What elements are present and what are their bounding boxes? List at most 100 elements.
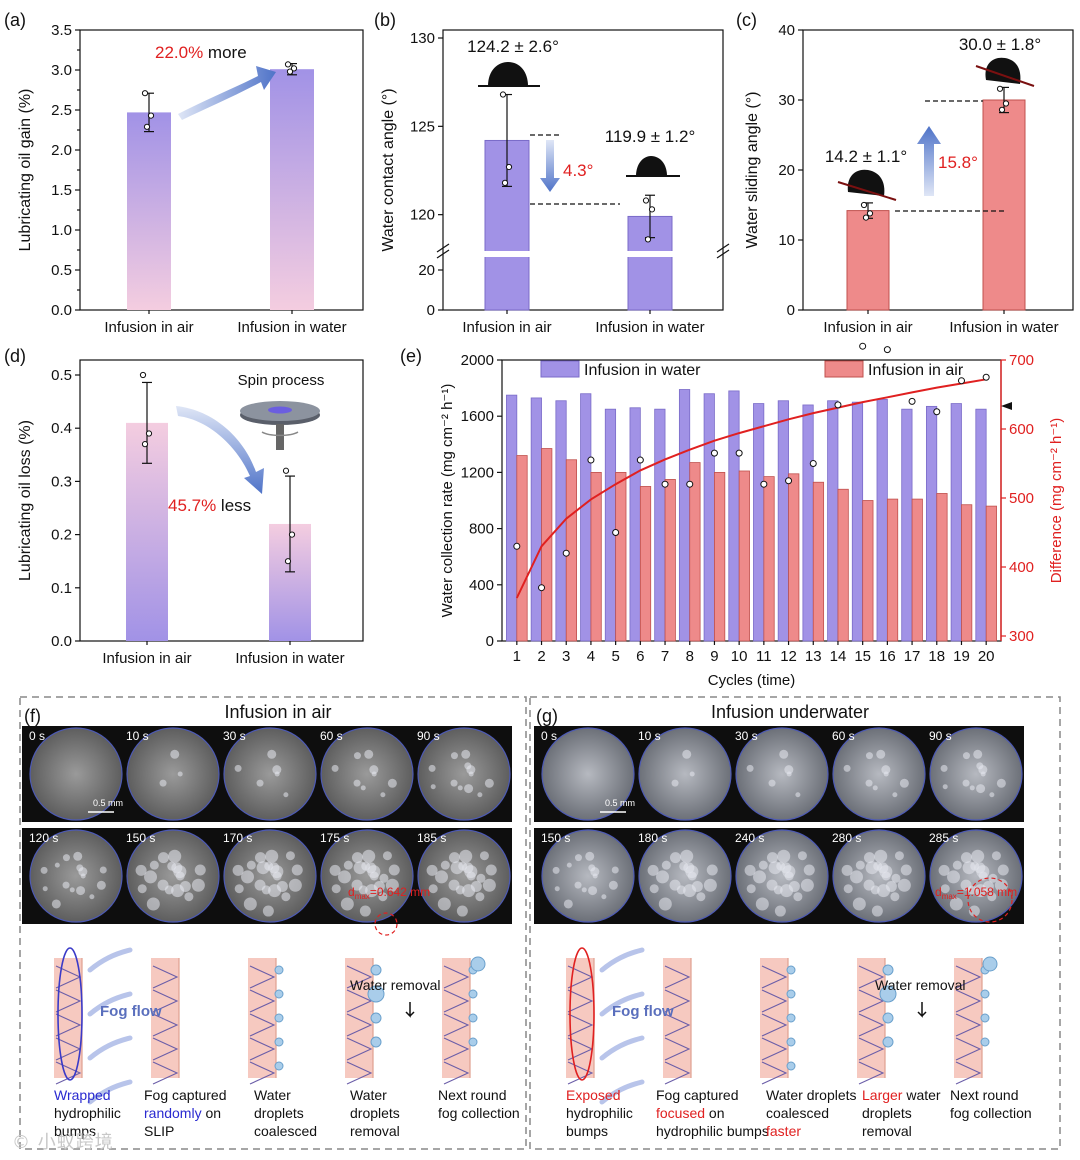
- bar-water-1: [506, 394, 518, 642]
- bar-water-17: [901, 408, 913, 642]
- data-point: [998, 106, 1006, 113]
- droplet: [428, 764, 436, 772]
- droplet: [476, 873, 486, 883]
- droplet: [167, 861, 177, 871]
- fiber-zigzag: [55, 1013, 82, 1037]
- legend-label-water: Infusion in water: [584, 362, 701, 379]
- bar-air-10: [738, 470, 750, 642]
- dmax-part: max: [355, 892, 370, 901]
- y-tick-label: 0.2: [51, 527, 72, 544]
- caption-line: fog collection: [438, 1105, 520, 1121]
- axis-break-mark: [436, 243, 450, 253]
- caption-line: faster: [766, 1123, 801, 1139]
- bar-air-7: [664, 479, 676, 642]
- water-droplet: [882, 964, 894, 976]
- x-tick-label: 8: [686, 648, 694, 665]
- annotation-diff: 15.8°: [938, 153, 978, 172]
- droplet: [191, 878, 205, 892]
- droplet: [149, 860, 159, 870]
- highlight-oval: [569, 947, 595, 1081]
- annotation-a: 22.0% more: [155, 43, 247, 62]
- y-tick-label: 120: [410, 207, 435, 224]
- water-droplet: [982, 956, 998, 972]
- droplet: [353, 779, 361, 787]
- annotation-value: 22.0%: [155, 43, 203, 62]
- difference-point: [834, 401, 842, 409]
- decrease-arrow: [176, 406, 264, 494]
- droplet: [343, 860, 353, 870]
- timestamp: 90 s: [417, 729, 440, 743]
- data-point: [141, 90, 149, 97]
- timestamp: 30 s: [223, 729, 246, 743]
- data-point: [290, 65, 298, 72]
- bar-water-2: [530, 397, 542, 642]
- timestamp: 175 s: [320, 831, 349, 845]
- caption-token: hydrophilic: [54, 1105, 121, 1121]
- droplet: [73, 851, 83, 861]
- y-axis-label-right: Difference (mg cm⁻² h⁻¹): [1048, 418, 1065, 584]
- panel-box-g: [529, 696, 1061, 1150]
- droplet: [360, 785, 366, 791]
- difference-point: [661, 480, 669, 488]
- fiber-zigzag: [761, 989, 788, 1013]
- water-droplet: [882, 1036, 894, 1048]
- caption-token: Water droplets: [766, 1087, 857, 1103]
- fiber-zigzag: [152, 1013, 179, 1037]
- droplet: [157, 852, 169, 864]
- bar-air-9: [714, 471, 726, 642]
- fiber-zigzag: [858, 989, 885, 1013]
- droplet: [40, 866, 48, 874]
- droplet: [885, 880, 897, 892]
- legend-swatch-water: [540, 360, 580, 378]
- fiber-zigzag: [152, 1037, 179, 1061]
- droplet: [484, 778, 494, 788]
- droplet: [611, 866, 619, 874]
- droplet: [900, 864, 912, 876]
- droplet: [440, 860, 450, 870]
- timestamp: 10 s: [638, 729, 661, 743]
- fiber-zigzag: [664, 989, 691, 1013]
- droplet: [661, 860, 671, 870]
- droplet: [989, 792, 995, 798]
- micrograph: [29, 727, 123, 821]
- droplet: [254, 852, 266, 864]
- y-tick-label: 0.0: [51, 302, 72, 319]
- droplet: [574, 854, 582, 862]
- droplet: [793, 892, 803, 902]
- fiber-zigzag: [443, 1013, 470, 1037]
- fiber-zigzag: [761, 1037, 788, 1061]
- droplet: [566, 862, 572, 868]
- bar-water-9: [703, 393, 715, 642]
- y-tick-label-right: 300: [1009, 628, 1034, 645]
- dmax-part: =0.642 mm: [370, 885, 430, 899]
- caption-token: water: [902, 1087, 940, 1103]
- droplet: [774, 905, 786, 917]
- micrograph: [638, 727, 732, 821]
- droplet: [256, 861, 270, 875]
- fiber-zigzag: [664, 1037, 691, 1061]
- panel-title: Infusion underwater: [711, 702, 869, 722]
- data-point: [642, 197, 650, 204]
- panel-label-e: (e): [400, 346, 422, 366]
- caption-line: bumps: [566, 1123, 608, 1139]
- fog-arrow-icon: [87, 1079, 133, 1105]
- bar-water-18: [925, 405, 938, 642]
- droplet: [997, 864, 1009, 876]
- bar-air-6: [639, 486, 652, 642]
- axis-break-mark: [716, 249, 730, 259]
- fiber-zigzag: [249, 989, 276, 1013]
- caption-line: removal: [862, 1123, 912, 1139]
- water-droplet: [468, 1013, 478, 1023]
- droplet: [380, 792, 386, 798]
- caption-line: bumps: [54, 1123, 96, 1139]
- droplet: [891, 873, 901, 883]
- droplet: [464, 762, 472, 770]
- fog-arrow-icon: [599, 1079, 645, 1105]
- droplet: [485, 864, 497, 876]
- caption-token: hydrophilic bumps: [656, 1123, 769, 1139]
- droplet: [288, 878, 302, 892]
- axis-break-gap: [483, 251, 531, 257]
- caption-token: fog collection: [950, 1105, 1032, 1121]
- droplet: [744, 864, 756, 876]
- panel-label-c: (c): [736, 10, 757, 30]
